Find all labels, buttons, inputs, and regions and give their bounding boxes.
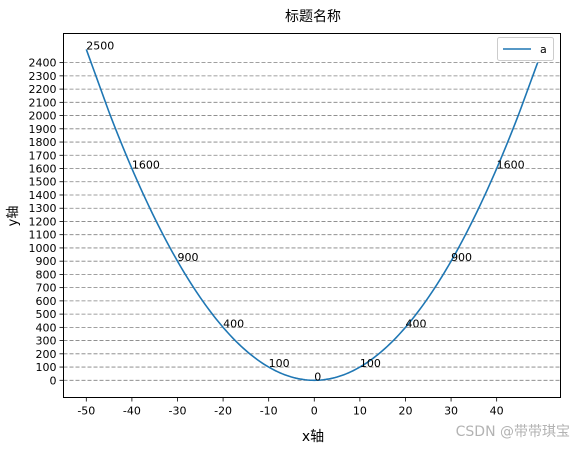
x-tick-label: -50	[77, 405, 95, 418]
y-axis: 0100200300400500600700800900100011001200…	[29, 57, 64, 387]
x-tick-label: -40	[123, 405, 141, 418]
y-tick-label: 1900	[29, 123, 57, 136]
y-tick-label: 0	[50, 374, 57, 387]
data-label: 2500	[86, 39, 114, 52]
y-tick-label: 2200	[29, 83, 57, 96]
y-tick-label: 1700	[29, 149, 57, 162]
y-tick-label: 900	[36, 255, 57, 268]
grid-lines	[63, 62, 561, 381]
legend-entry-a: a	[540, 43, 547, 56]
x-tick-label: 10	[353, 405, 367, 418]
y-tick-label: 2400	[29, 57, 57, 70]
y-tick-label: 1400	[29, 189, 57, 202]
annotation-layer: 2500 1600 900 400 100 0 100 400 900 1600	[86, 39, 524, 383]
y-tick-label: 300	[36, 335, 57, 348]
watermark: CSDN @带带琪宝	[455, 424, 570, 440]
data-label: 1600	[497, 159, 525, 172]
y-tick-label: 1500	[29, 176, 57, 189]
legend: a	[497, 37, 554, 61]
x-axis: -50 -40 -30 -20 -10 0 10 20 30 40	[77, 397, 504, 418]
y-tick-label: 1600	[29, 163, 57, 176]
data-label: 1600	[132, 159, 160, 172]
y-tick-label: 400	[36, 321, 57, 334]
data-label: 400	[223, 317, 244, 330]
data-label: 900	[451, 251, 472, 264]
y-axis-label: y轴	[6, 206, 21, 227]
y-tick-label: 2000	[29, 110, 57, 123]
y-tick-label: 1800	[29, 136, 57, 149]
x-axis-label: x轴	[302, 429, 324, 445]
data-label: 0	[314, 370, 321, 383]
plot-frame	[63, 33, 561, 398]
y-tick-label: 800	[36, 268, 57, 281]
x-tick-label: 30	[444, 405, 458, 418]
series-layer	[85, 49, 539, 382]
y-tick-label: 2100	[29, 96, 57, 109]
y-tick-label: 500	[36, 308, 57, 321]
y-tick-label: 600	[36, 295, 57, 308]
series-line-a	[85, 49, 539, 382]
x-tick-label: 40	[490, 405, 504, 418]
y-tick-label: 1200	[29, 215, 57, 228]
x-tick-label: 0	[311, 405, 318, 418]
y-tick-label: 700	[36, 282, 57, 295]
y-tick-label: 1300	[29, 202, 57, 215]
x-tick-label: -20	[214, 405, 232, 418]
y-tick-label: 100	[36, 361, 57, 374]
data-label: 100	[269, 357, 290, 370]
y-tick-label: 2300	[29, 70, 57, 83]
data-label: 900	[177, 251, 198, 264]
chart-title: 标题名称	[285, 9, 341, 25]
y-tick-label: 1000	[29, 242, 57, 255]
data-label: 100	[360, 357, 381, 370]
y-tick-label: 1100	[29, 229, 57, 242]
y-tick-label: 200	[36, 348, 57, 361]
data-label: 400	[405, 317, 426, 330]
x-tick-label: -10	[260, 405, 278, 418]
x-tick-label: -30	[169, 405, 187, 418]
x-tick-label: 20	[398, 405, 412, 418]
